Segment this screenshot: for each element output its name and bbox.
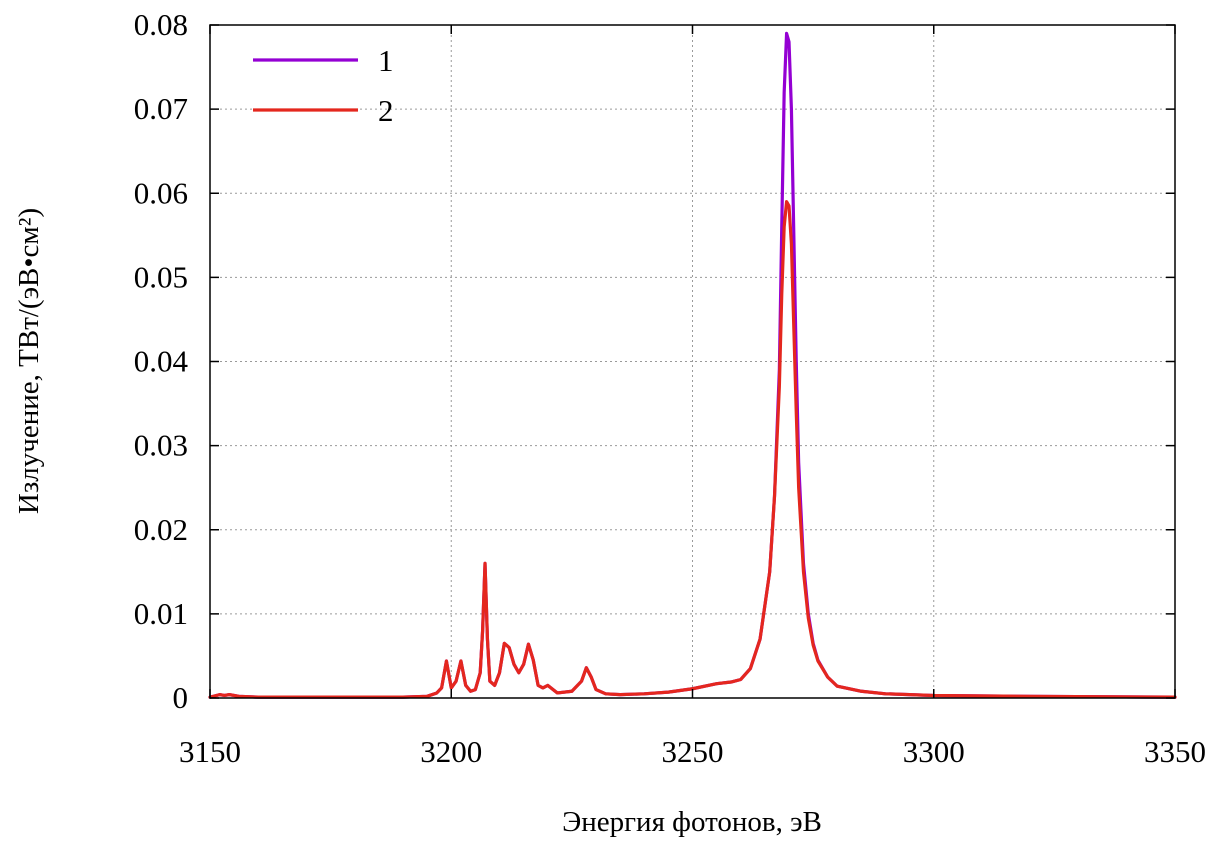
y-tick-label: 0 — [173, 680, 189, 715]
grid — [210, 25, 1175, 698]
x-tick-label: 3200 — [420, 734, 482, 769]
y-axis-label: Излучение, ТВт/(эВ•см²) — [13, 208, 45, 514]
legend-label-1: 1 — [378, 43, 394, 78]
x-tick-label: 3250 — [662, 734, 724, 769]
y-axis-ticks: 0 0.01 0.02 0.03 0.04 0.05 0.06 0.07 0.08 — [134, 7, 1175, 715]
legend: 12 — [253, 43, 394, 128]
y-tick-label: 0.04 — [134, 344, 189, 379]
x-tick-label: 3150 — [179, 734, 241, 769]
x-axis-ticks: 3150 3200 3250 3300 3350 — [179, 25, 1206, 769]
y-tick-label: 0.05 — [134, 259, 188, 294]
y-tick-label: 0.07 — [134, 91, 188, 126]
series-line-2 — [208, 200, 1177, 699]
y-tick-label: 0.02 — [134, 512, 188, 547]
x-tick-label: 3300 — [903, 734, 965, 769]
x-tick-label: 3350 — [1144, 734, 1206, 769]
y-tick-label: 0.03 — [134, 428, 188, 463]
x-axis-label: Энергия фотонов, эВ — [562, 806, 822, 838]
y-tick-label: 0.06 — [134, 175, 188, 210]
y-tick-label: 0.01 — [134, 596, 188, 631]
y-tick-label: 0.08 — [134, 7, 188, 42]
legend-label-2: 2 — [378, 93, 394, 128]
plot-series — [208, 31, 1177, 699]
